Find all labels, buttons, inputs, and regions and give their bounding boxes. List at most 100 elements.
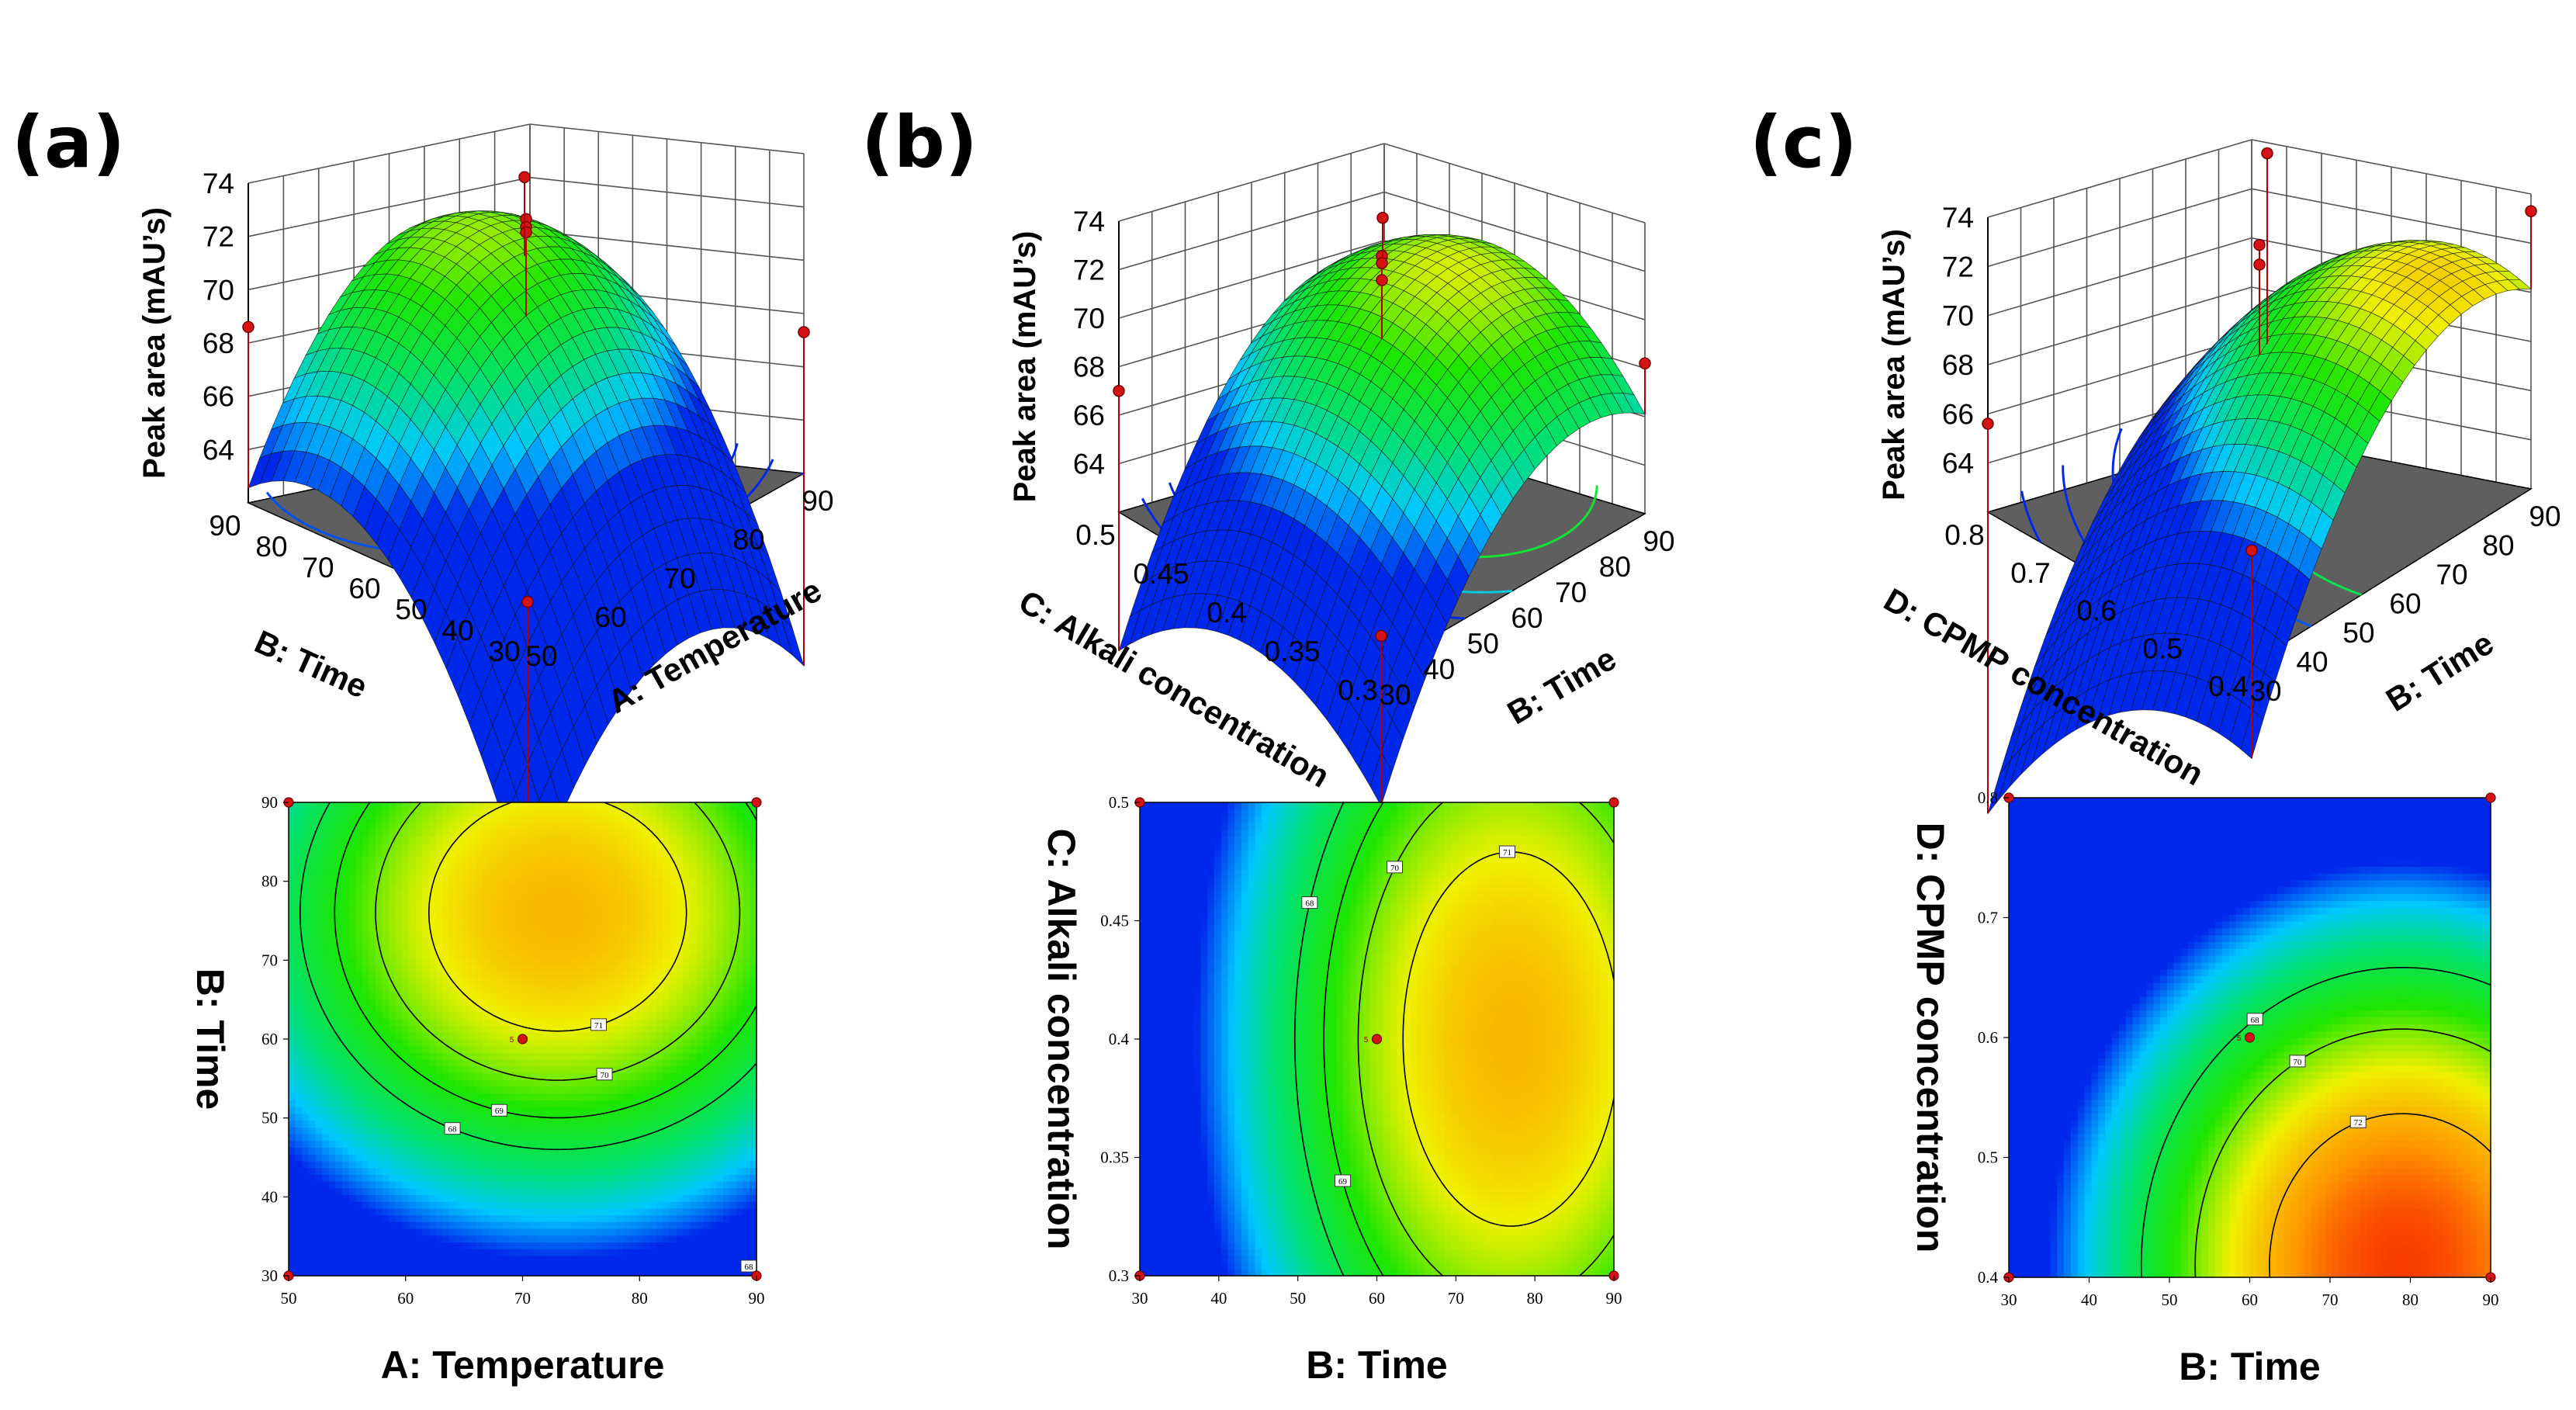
contour-cell — [542, 1072, 550, 1080]
contour-cell — [422, 1262, 430, 1270]
contour-cell — [469, 1262, 476, 1270]
contour-cell — [569, 1079, 577, 1087]
contour-cell — [496, 1181, 504, 1189]
contour-cell — [542, 856, 550, 864]
contour-cell — [535, 883, 543, 891]
contour-cell — [428, 850, 437, 857]
contour-cell — [455, 863, 463, 871]
contour-cell — [455, 1154, 463, 1162]
contour-cell — [315, 965, 323, 972]
contour-cell — [515, 1194, 524, 1202]
contour-cell — [335, 1065, 343, 1074]
contour-cell — [375, 903, 383, 912]
contour-cell — [509, 917, 517, 925]
contour-cell — [482, 1174, 490, 1182]
contour-cell — [535, 978, 543, 986]
contour-cell — [569, 1120, 577, 1128]
contour-cell — [496, 836, 504, 844]
contour-cell — [341, 923, 350, 932]
contour-cell — [369, 978, 376, 986]
contour-cell — [355, 890, 363, 898]
contour-cell — [422, 1221, 430, 1229]
contour-cell — [369, 1201, 376, 1209]
contour-cell — [549, 823, 557, 830]
contour-cell — [535, 850, 543, 857]
contour-cell — [509, 1120, 517, 1128]
contour-cell — [322, 1113, 330, 1121]
contour-cell — [529, 1079, 537, 1087]
contour-cell — [308, 1181, 317, 1189]
contour-cell — [382, 917, 390, 925]
contour-cell — [522, 1059, 530, 1067]
contour-cell — [556, 1181, 563, 1189]
contour-cell — [289, 1214, 296, 1222]
contour-cell — [328, 978, 336, 986]
contour-cell — [529, 870, 537, 878]
contour-cell — [556, 1160, 563, 1169]
contour-cell — [302, 1235, 310, 1243]
contour-cell — [556, 910, 563, 918]
contour-cell — [328, 965, 336, 972]
contour-cell — [489, 1079, 497, 1087]
contour-cell — [375, 816, 383, 823]
contour-cell — [428, 1127, 437, 1135]
contour-cell — [382, 1201, 390, 1209]
contour-cell — [515, 1059, 524, 1067]
contour-cell — [542, 998, 550, 1006]
contour-cell — [308, 1100, 317, 1107]
contour-cell — [348, 897, 356, 905]
contour-cell — [563, 1140, 570, 1148]
contour-cell — [369, 1154, 376, 1162]
contour-cell — [335, 1134, 343, 1142]
contour-cell — [542, 1127, 550, 1135]
contour-cell — [402, 923, 410, 932]
contour-cell — [348, 1005, 356, 1013]
contour-cell — [569, 1018, 577, 1027]
contour-cell — [522, 1120, 530, 1128]
contour-cell — [569, 917, 577, 925]
contour-cell — [442, 823, 450, 830]
contour-cell — [302, 930, 310, 938]
contour-cell — [422, 897, 430, 905]
contour-cell — [348, 1059, 356, 1067]
contour-cell — [289, 930, 296, 938]
contour-cell — [469, 863, 476, 871]
contour-cell — [529, 971, 537, 979]
contour-cell — [476, 1045, 483, 1054]
contour-cell — [509, 992, 517, 999]
contour-cell — [355, 1032, 363, 1040]
contour-cell — [348, 870, 356, 878]
contour-cell — [395, 1079, 403, 1087]
contour-cell — [502, 1032, 510, 1040]
contour-cell — [563, 1093, 570, 1101]
contour-cell — [448, 1107, 456, 1114]
contour-cell — [302, 802, 310, 810]
contour-cell — [369, 1140, 376, 1148]
x-tick-label: 90 — [2529, 501, 2560, 532]
contour-cell — [462, 971, 470, 979]
contour-cell — [428, 1262, 437, 1270]
contour-cell — [355, 1147, 363, 1155]
contour-cell — [482, 1249, 490, 1256]
contour-cell — [529, 1052, 537, 1060]
contour-cell — [496, 965, 504, 972]
contour-cell — [476, 1269, 483, 1277]
contour-cell — [315, 802, 323, 810]
contour-cell — [322, 1045, 330, 1054]
contour-cell — [435, 998, 443, 1006]
contour-cell — [462, 1235, 470, 1243]
contour-cell — [522, 802, 530, 810]
contour-cell — [355, 1018, 363, 1027]
contour-cell — [409, 1086, 417, 1094]
contour-cell — [502, 1187, 510, 1196]
contour-cell — [476, 992, 483, 999]
contour-cell — [515, 876, 524, 885]
contour-cell — [476, 951, 483, 959]
contour-cell — [402, 863, 410, 871]
contour-cell — [502, 1039, 510, 1047]
contour-cell — [295, 985, 303, 993]
contour-cell — [435, 937, 443, 945]
contour-cell — [515, 910, 524, 918]
contour-cell — [469, 1012, 476, 1020]
contour-cell — [389, 856, 396, 864]
